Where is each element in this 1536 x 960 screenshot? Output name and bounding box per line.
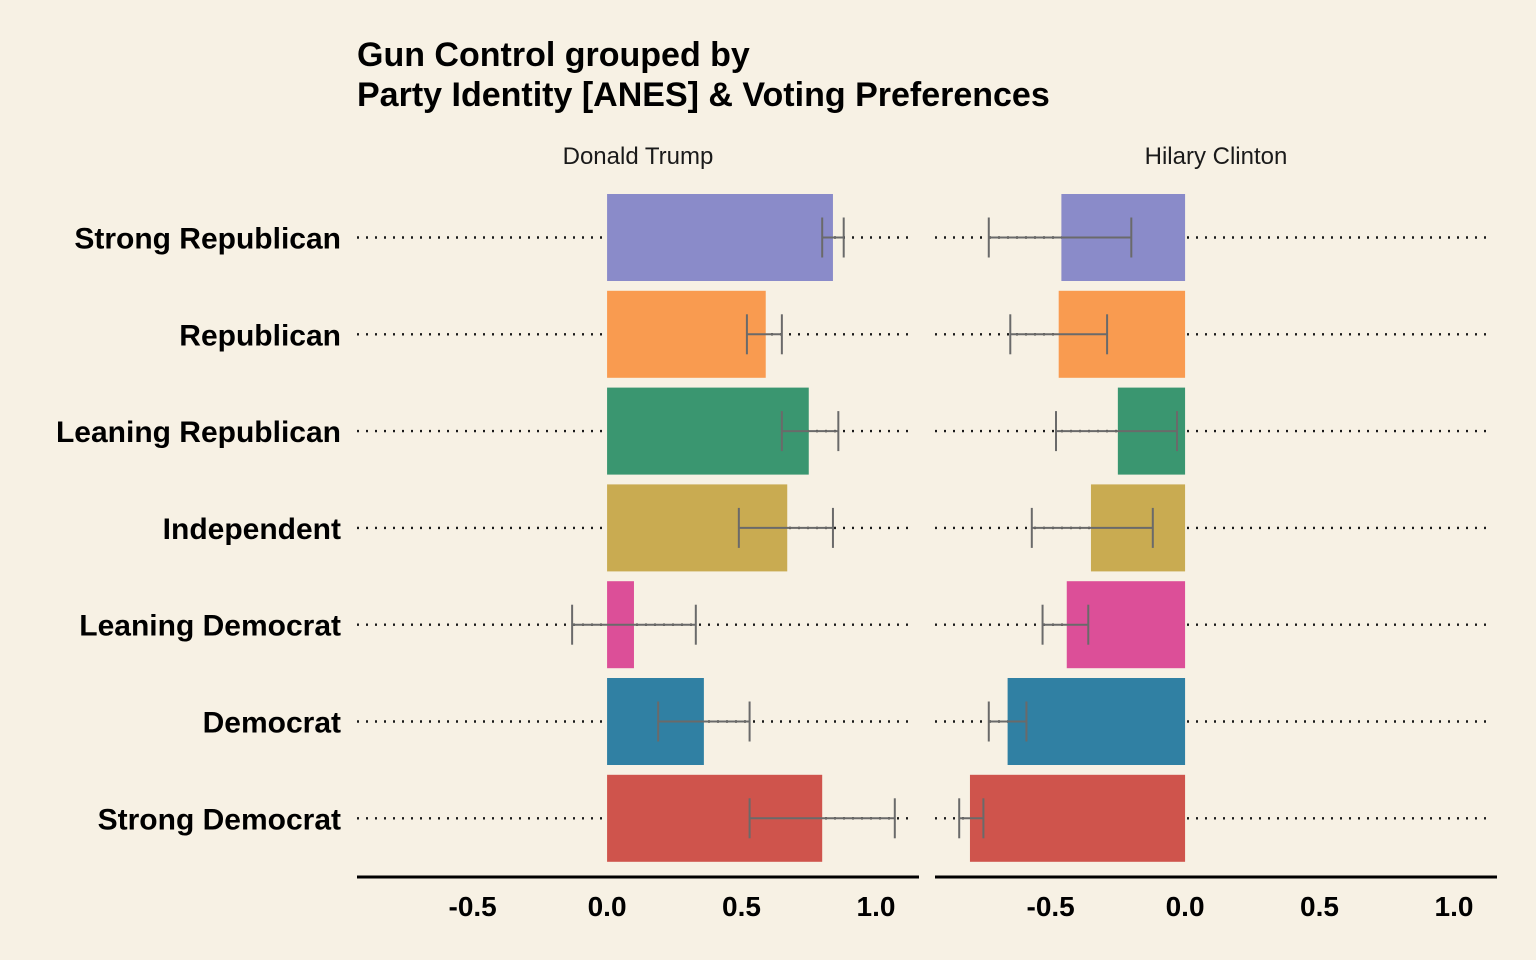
x-tick-label: 1.0 (857, 891, 896, 922)
error-bar-donald-trump-strong-democrat (748, 798, 896, 839)
category-labels: Strong Republican Republican Leaning Repub… (56, 223, 341, 837)
x-tick-label: 0.5 (1300, 891, 1339, 922)
facet-label-donald-trump: Donald Trump (563, 143, 714, 170)
error-bar-hilary-clinton-strong-democrat (958, 798, 985, 839)
category-label-republican: Republican (179, 319, 341, 352)
category-label-democrat: Democrat (203, 707, 341, 740)
bar-donald-trump-leaning-republican (607, 387, 809, 475)
x-tick-label: 1.0 (1435, 891, 1474, 922)
x-tick-label: -0.5 (449, 891, 497, 922)
bar-hilary-clinton-strong-democrat (969, 774, 1186, 862)
error-bar-donald-trump-strong-republican (821, 217, 845, 258)
category-label-strong-democrat: Strong Democrat (98, 803, 341, 836)
panel-hilary-clinton: Hilary Clinton -0.5 0.0 0.5 1.0 (935, 143, 1497, 922)
bar-donald-trump-republican (607, 290, 766, 378)
error-bar-hilary-clinton-strong-republican (987, 217, 1133, 258)
x-tick-label: -0.5 (1027, 891, 1075, 922)
x-tick-label: 0.0 (588, 891, 627, 922)
error-bar-donald-trump-republican (745, 314, 783, 355)
bar-hilary-clinton-democrat (1007, 678, 1186, 765)
x-tick-label: 0.0 (1166, 891, 1205, 922)
error-bar-hilary-clinton-independent (1030, 507, 1154, 548)
error-bar-hilary-clinton-republican (1009, 314, 1109, 355)
error-bar-donald-trump-leaning-democrat (571, 604, 697, 645)
chart-title-line-2: Party Identity [ANES] & Voting Preferenc… (357, 76, 1050, 114)
panel-donald-trump: Donald Trump -0.5 0.0 0.5 1.0 (357, 143, 919, 922)
bar-donald-trump-strong-republican (607, 194, 833, 281)
error-bar-hilary-clinton-democrat (987, 701, 1028, 742)
category-label-strong-republican: Strong Republican (74, 223, 341, 256)
category-label-leaning-democrat: Leaning Democrat (79, 610, 341, 643)
error-bar-hilary-clinton-leaning-democrat (1041, 604, 1090, 645)
error-bar-donald-trump-independent (737, 507, 834, 548)
error-bar-donald-trump-leaning-republican (780, 411, 840, 452)
x-tick-label: 0.5 (722, 891, 761, 922)
category-label-independent: Independent (163, 513, 341, 546)
error-bar-hilary-clinton-leaning-republican (1055, 411, 1179, 452)
error-bar-donald-trump-democrat (657, 701, 751, 742)
facet-label-hilary-clinton: Hilary Clinton (1145, 143, 1288, 170)
chart-title-line-1: Gun Control grouped by (357, 36, 750, 74)
category-label-leaning-republican: Leaning Republican (56, 416, 341, 449)
